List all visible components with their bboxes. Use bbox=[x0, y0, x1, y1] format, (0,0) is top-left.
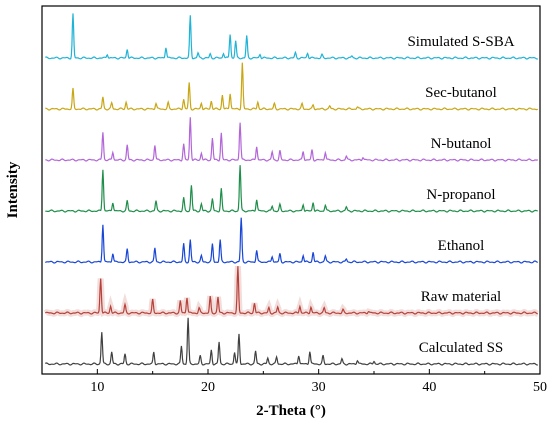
series-line bbox=[45, 217, 538, 264]
series-label: Simulated S-SBA bbox=[407, 34, 514, 50]
y-axis-title: Intensity bbox=[5, 161, 21, 218]
x-tick-label: 50 bbox=[533, 380, 547, 395]
x-axis-title: 2-Theta (°) bbox=[256, 403, 326, 419]
series-label: Sec-butanol bbox=[425, 85, 497, 101]
x-tick-label: 40 bbox=[422, 380, 436, 395]
plot-area: Simulated S-SBA Sec-butanol N-butanol N-pro… bbox=[43, 13, 539, 366]
series-line bbox=[45, 13, 538, 60]
x-tick-label: 20 bbox=[201, 380, 215, 395]
series-n-butanol: N-butanol bbox=[45, 117, 538, 162]
series-label: N-butanol bbox=[431, 136, 492, 152]
series-label: N-propanol bbox=[426, 187, 495, 203]
x-tick-label: 10 bbox=[90, 380, 104, 395]
series-raw-material: Raw material bbox=[43, 265, 539, 318]
series-sec-butanol: Sec-butanol bbox=[45, 62, 538, 111]
series-calculated-ss: Calculated SS bbox=[44, 317, 538, 366]
axes: 10 20 30 40 50 bbox=[41, 5, 547, 395]
series-line bbox=[45, 165, 538, 213]
series-label: Calculated SS bbox=[419, 340, 504, 356]
series-line bbox=[45, 62, 538, 111]
series-line bbox=[44, 317, 538, 366]
series-line bbox=[44, 266, 538, 315]
series-n-propanol: N-propanol bbox=[45, 165, 538, 213]
series-line bbox=[45, 117, 538, 162]
series-label: Ethanol bbox=[438, 238, 485, 254]
series-simulated-s-sba: Simulated S-SBA bbox=[45, 13, 538, 60]
x-tick-label: 30 bbox=[312, 380, 326, 395]
plot-frame bbox=[41, 5, 541, 375]
series-label: Raw material bbox=[421, 289, 501, 305]
series-ethanol: Ethanol bbox=[45, 217, 538, 264]
